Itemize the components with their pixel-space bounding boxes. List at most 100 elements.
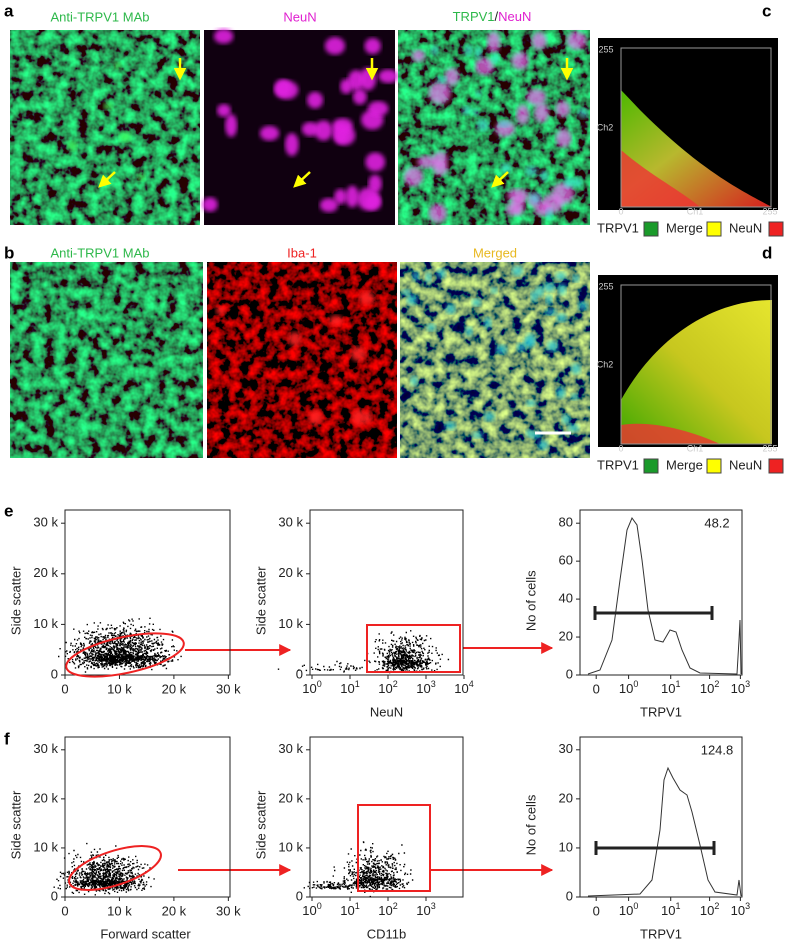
plot-frame — [579, 736, 743, 898]
y-tick-label: 0 — [566, 666, 573, 681]
cell — [425, 272, 432, 284]
cell — [406, 294, 418, 306]
y-tick-label: 20 — [559, 790, 573, 805]
tick-base: 10 — [661, 681, 675, 696]
title-part: / — [495, 9, 499, 24]
gate — [68, 845, 162, 891]
plot-frame — [620, 47, 772, 208]
legend-swatch — [768, 221, 784, 237]
cell — [215, 306, 226, 315]
cell — [412, 49, 425, 62]
y-tick-label: 10 k — [278, 839, 303, 854]
legend-swatch — [768, 458, 784, 474]
cell — [359, 291, 375, 305]
cell — [334, 189, 347, 205]
cell — [516, 343, 526, 352]
event-cloud — [364, 630, 450, 674]
histogram-curve — [587, 766, 742, 897]
y-axis-label: Side scatter — [8, 566, 23, 635]
y-tick-label: 0 — [566, 888, 573, 903]
event-cloud — [303, 877, 363, 890]
x-tick-label: 100 — [302, 901, 321, 918]
cell — [501, 163, 512, 173]
cell — [444, 67, 459, 86]
x-tick-label: 101 — [661, 679, 680, 696]
y-axis-label: Side scatter — [253, 790, 268, 859]
x-tick-label: 101 — [661, 901, 680, 918]
cell — [319, 198, 339, 213]
cell — [402, 289, 411, 296]
arrow — [491, 171, 509, 188]
axis-label: 255 — [762, 443, 777, 453]
cell — [543, 282, 555, 292]
cell — [563, 177, 574, 188]
cell — [288, 332, 301, 347]
cell — [571, 393, 579, 401]
panel-label: e — [4, 501, 13, 520]
micrograph — [398, 30, 590, 225]
cell — [474, 46, 483, 59]
image-texture — [10, 30, 200, 225]
cell — [202, 197, 218, 212]
x-tick-label: 30 k — [216, 681, 241, 696]
tick-exp: 1 — [355, 679, 360, 689]
cell — [577, 301, 588, 311]
legend-label: TRPV1 — [597, 457, 639, 472]
image-texture — [207, 262, 397, 458]
event-cloud — [53, 842, 155, 896]
cell — [566, 31, 587, 50]
x-tick-label: 0 — [61, 903, 68, 918]
tick-base: 10 — [340, 681, 354, 696]
cell — [403, 167, 423, 187]
y-tick-label: 0 — [51, 666, 58, 681]
cell — [526, 89, 546, 106]
cell — [426, 323, 436, 332]
cell — [472, 108, 479, 116]
cell — [367, 101, 389, 117]
axis-label: Ch2 — [597, 359, 614, 369]
x-tick-label: 102 — [700, 901, 719, 918]
cell — [572, 274, 580, 283]
cell — [213, 28, 234, 44]
cell — [505, 202, 520, 216]
plot-frame — [309, 509, 464, 676]
tick-exp: 0 — [317, 901, 322, 911]
tick-exp: 3 — [745, 679, 750, 689]
image-texture — [10, 262, 203, 458]
micrograph — [202, 28, 399, 225]
y-tick-label: 30 — [559, 741, 573, 756]
cell — [556, 387, 566, 399]
y-tick-label: 10 k — [33, 616, 58, 631]
y-tick-label: 80 — [559, 515, 573, 530]
x-tick-label: 102 — [378, 679, 397, 696]
cell — [274, 79, 291, 97]
tick-exp: 1 — [355, 901, 360, 911]
y-tick-label: 20 k — [33, 790, 58, 805]
cell — [526, 399, 536, 407]
tick-exp: 1 — [675, 901, 680, 911]
image-title: TRPV1/NeuN — [453, 9, 532, 24]
axis-label: 255 — [598, 281, 613, 291]
cell — [464, 44, 473, 57]
tick-exp: 0 — [633, 679, 638, 689]
tick-exp: 2 — [714, 901, 719, 911]
cell — [351, 346, 366, 362]
tick-base: 10 — [340, 903, 354, 918]
tick-exp: 3 — [431, 679, 436, 689]
panel-label: a — [4, 1, 14, 20]
tick-exp: 3 — [745, 901, 750, 911]
plot-frame — [64, 736, 231, 898]
cell — [507, 188, 529, 203]
cell — [541, 194, 563, 213]
x-tick-label: 103 — [416, 901, 435, 918]
y-axis-label: Side scatter — [253, 566, 268, 635]
cell — [429, 203, 447, 223]
cell — [471, 298, 482, 307]
legend-swatch — [643, 221, 659, 237]
cell — [556, 313, 567, 323]
y-tick-label: 0 — [296, 666, 303, 681]
cell — [487, 31, 501, 53]
cell — [365, 152, 386, 172]
cell — [332, 118, 353, 133]
event-cloud — [58, 617, 182, 673]
